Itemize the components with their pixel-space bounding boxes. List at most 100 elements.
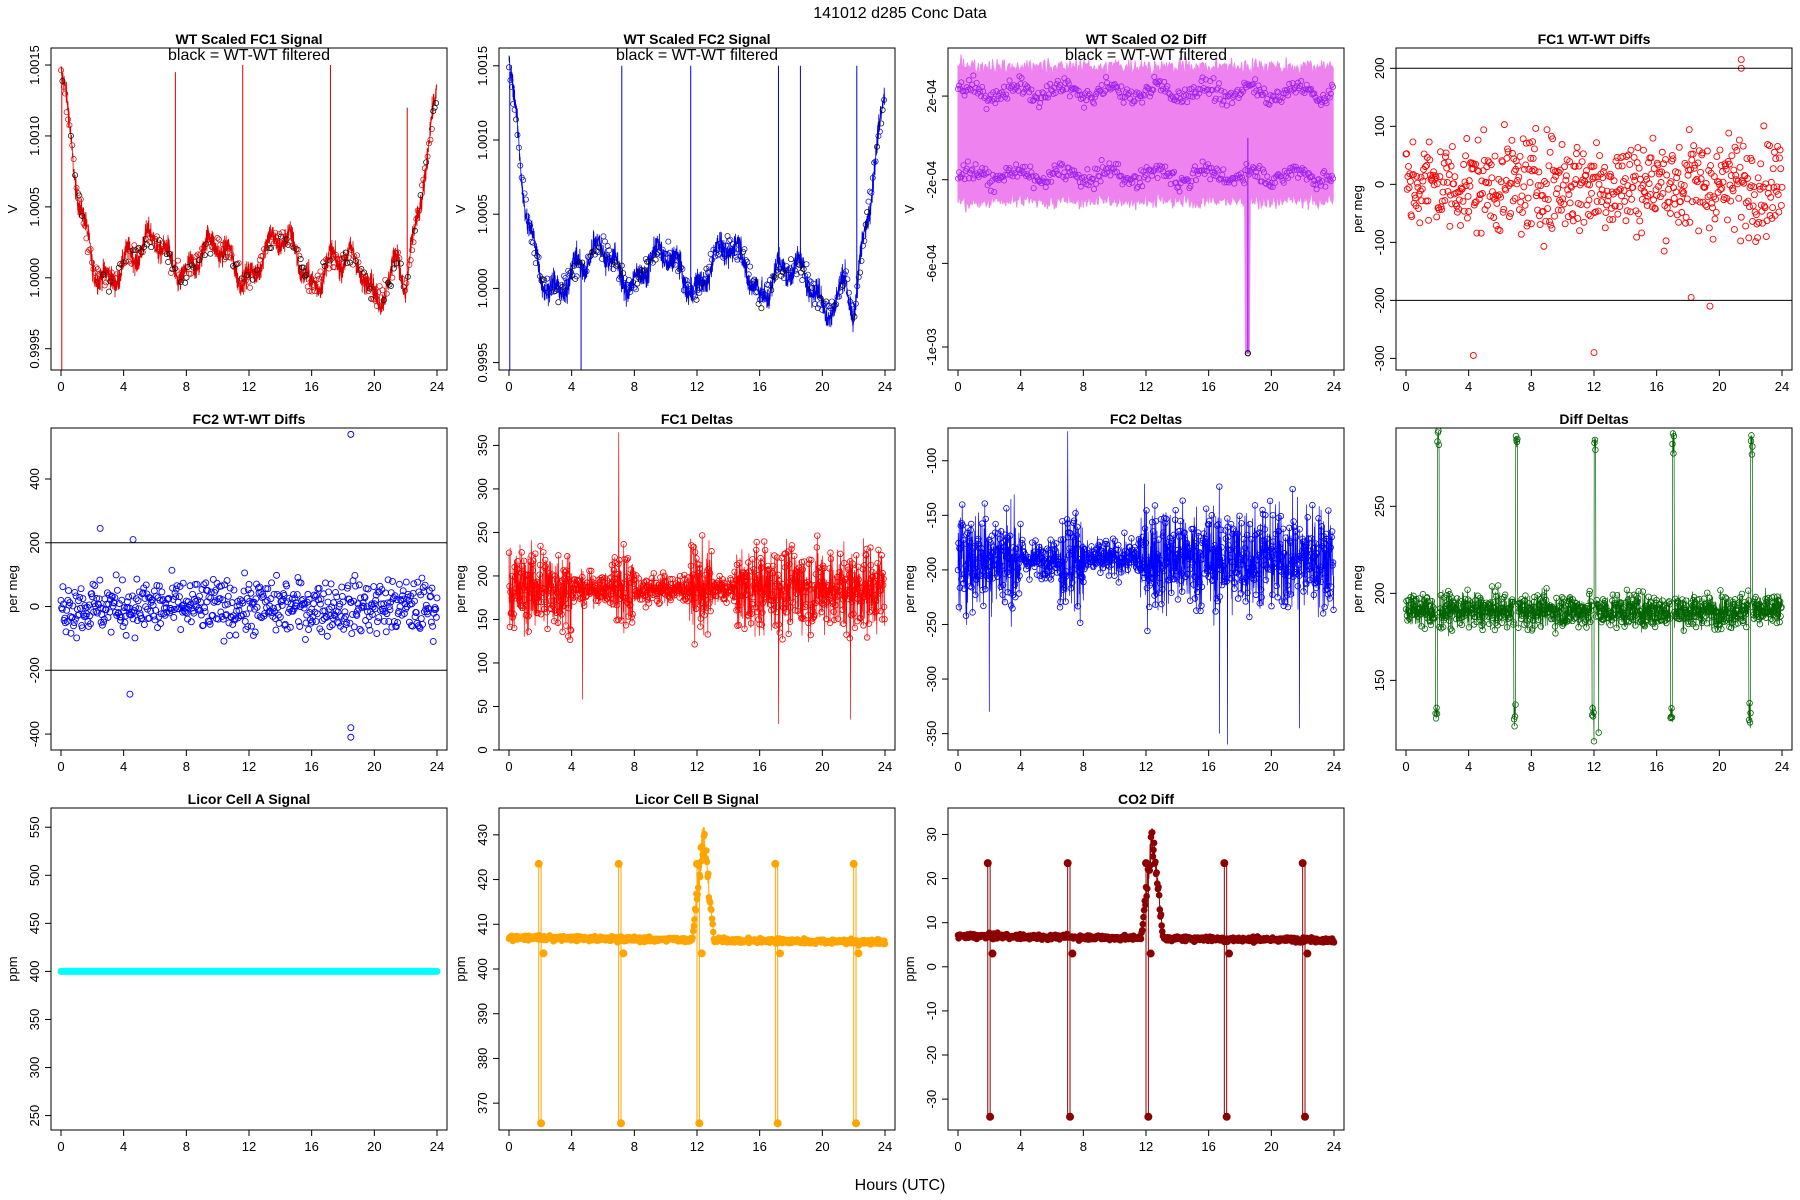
data-point [622, 622, 630, 629]
data-point [1211, 545, 1219, 552]
data-point [867, 544, 874, 551]
data-point [562, 622, 570, 629]
data-point [552, 586, 559, 593]
data-point [1187, 93, 1194, 100]
data-point [1708, 199, 1716, 207]
data-point [629, 610, 636, 618]
data-point [530, 579, 538, 586]
data-point [1159, 586, 1166, 593]
data-point [669, 261, 676, 268]
data-point [1282, 534, 1289, 541]
data-point [305, 595, 313, 603]
data-point [369, 611, 376, 618]
data-point [595, 597, 602, 605]
data-point [1237, 590, 1245, 597]
data-point [1637, 608, 1644, 615]
data-point [1617, 599, 1624, 606]
data-point [1479, 167, 1487, 175]
x-tick-label: 16 [304, 759, 318, 774]
data-point [79, 595, 87, 602]
data-point [1596, 152, 1604, 159]
data-point [1178, 577, 1185, 584]
data-point [757, 296, 763, 303]
data-point [1196, 90, 1203, 97]
data-point [1209, 87, 1216, 94]
data-point [1327, 544, 1334, 551]
data-point [680, 287, 687, 294]
data-point [1260, 169, 1267, 176]
data-point [1559, 195, 1567, 203]
data-point [1182, 86, 1189, 93]
data-point [847, 585, 854, 592]
plot-area [1402, 428, 1785, 745]
data-point [1132, 550, 1139, 557]
data-point [1090, 548, 1098, 556]
data-point [796, 262, 803, 269]
data-point [1017, 520, 1024, 528]
data-point [1508, 609, 1515, 616]
data-point [969, 609, 976, 616]
data-point [1679, 596, 1686, 603]
data-point [1047, 536, 1054, 543]
data-point [222, 611, 230, 619]
data-point [1638, 606, 1646, 613]
data-point [333, 593, 341, 601]
data-point [1660, 247, 1668, 255]
data-point [103, 279, 110, 286]
data-point [167, 606, 175, 614]
data-point [244, 586, 252, 594]
data-point [555, 552, 562, 559]
data-point [1266, 497, 1274, 505]
data-point [1707, 162, 1715, 169]
data-point [399, 587, 407, 595]
data-point [1548, 224, 1556, 232]
data-point [1463, 135, 1471, 142]
data-point [854, 283, 861, 290]
data-point [829, 582, 836, 589]
data-point [1431, 614, 1438, 621]
outlier-point [1706, 302, 1714, 310]
x-tick-label: 20 [1264, 759, 1278, 774]
data-point [795, 574, 802, 582]
data-point [828, 597, 836, 605]
data-point [1632, 622, 1639, 629]
data-point [967, 520, 975, 528]
data-point [793, 590, 800, 597]
data-point [1280, 179, 1287, 186]
data-point [427, 592, 435, 600]
data-point [1308, 535, 1315, 542]
data-point [1311, 90, 1318, 97]
data-point [543, 609, 550, 616]
data-point [559, 628, 566, 636]
data-point [1443, 605, 1450, 613]
data-point [807, 631, 814, 639]
data-point [1044, 555, 1051, 562]
data-point [665, 593, 672, 600]
data-point [1309, 173, 1316, 180]
data-point [307, 619, 315, 627]
data-point [1070, 517, 1078, 524]
data-point [1403, 185, 1411, 193]
data-point [275, 619, 283, 627]
data-point [1089, 175, 1096, 182]
data-point [706, 600, 713, 607]
data-point [274, 604, 282, 611]
data-point [769, 591, 776, 598]
data-point [280, 592, 288, 599]
data-point [1506, 614, 1514, 621]
data-point [612, 589, 620, 597]
y-axis-label: V [453, 204, 468, 213]
data-point [1683, 161, 1691, 169]
data-point [1013, 161, 1020, 168]
data-point [748, 610, 755, 617]
data-point [737, 253, 744, 260]
data-point [601, 575, 609, 582]
data-point [207, 250, 214, 257]
data-point [83, 603, 91, 611]
data-point [1262, 511, 1269, 519]
data-point [1246, 613, 1253, 621]
data-point [1189, 559, 1196, 566]
data-point [744, 611, 751, 619]
data-point [1198, 602, 1205, 609]
data-point [361, 269, 368, 276]
